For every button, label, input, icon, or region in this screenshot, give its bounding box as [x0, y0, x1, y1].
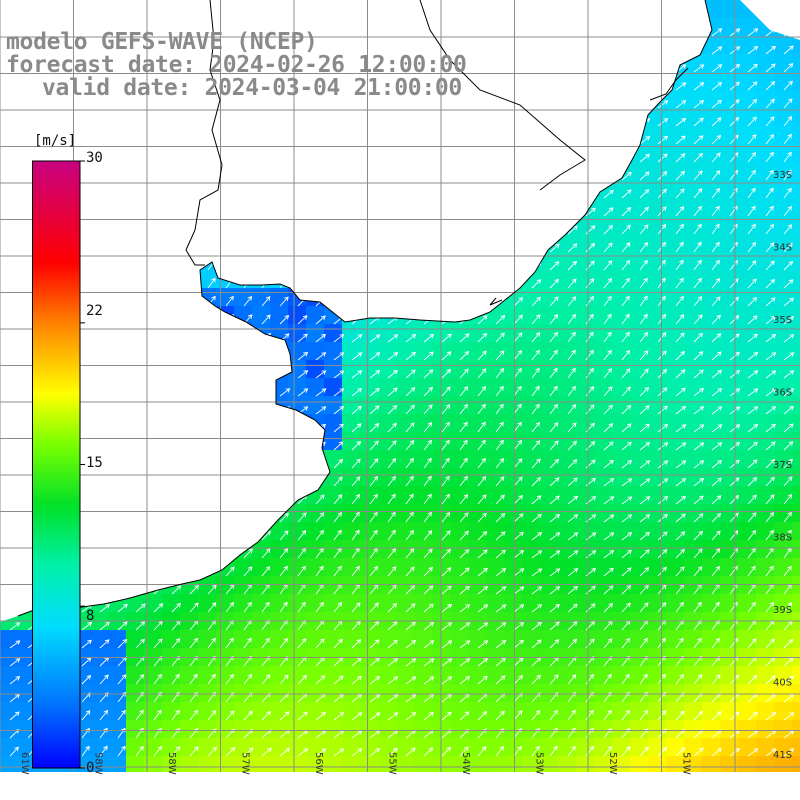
latitude-label: 39S — [773, 605, 792, 616]
longitude-labels: 61W 58W 58W 57W 56W 55W 54W 53W 52W 51W — [19, 752, 692, 775]
land-mask — [0, 0, 800, 622]
latitude-label: 33S — [773, 170, 792, 181]
latitude-label: 36S — [773, 388, 792, 399]
forecast-date: forecast date: 2024-02-26 12:00:00 — [6, 52, 467, 78]
latitude-label: 38S — [773, 533, 792, 544]
lat-lon-grid — [0, 0, 800, 772]
colorbar-tick-22: 22 — [86, 303, 103, 319]
longitude-label: 51W — [681, 752, 692, 775]
longitude-label: 58W — [166, 752, 177, 775]
longitude-label: 56W — [313, 752, 324, 775]
longitude-label: 61W — [19, 752, 30, 775]
colorbar-unit: [m/s] — [34, 133, 77, 149]
latitude-label: 35S — [773, 315, 792, 326]
longitude-label: 57W — [240, 752, 251, 775]
longitude-label: 58W — [93, 752, 104, 775]
coastline — [17, 0, 713, 617]
latitude-label: 37S — [773, 460, 792, 471]
latitude-label: 40S — [773, 678, 792, 689]
latitude-labels: 33S 34S 35S 36S 37S 38S 39S 40S 41S — [773, 170, 792, 761]
longitude-label: 52W — [607, 752, 618, 775]
colorbar-tick-15: 15 — [86, 455, 103, 471]
model-title: modelo GEFS-WAVE (NCEP) — [6, 29, 318, 55]
colorbar — [32, 160, 85, 769]
colorbar-tick-8: 8 — [86, 608, 95, 624]
colorbar-tick-0: 0 — [86, 760, 95, 776]
valid-date: valid date: 2024-03-04 21:00:00 — [42, 75, 462, 101]
longitude-label: 54W — [460, 752, 471, 775]
colorbar-tick-30: 30 — [86, 150, 103, 166]
longitude-label: 53W — [534, 752, 545, 775]
longitude-label: 55W — [387, 752, 398, 775]
latitude-label: 34S — [773, 243, 792, 254]
latitude-label: 41S — [773, 750, 792, 761]
